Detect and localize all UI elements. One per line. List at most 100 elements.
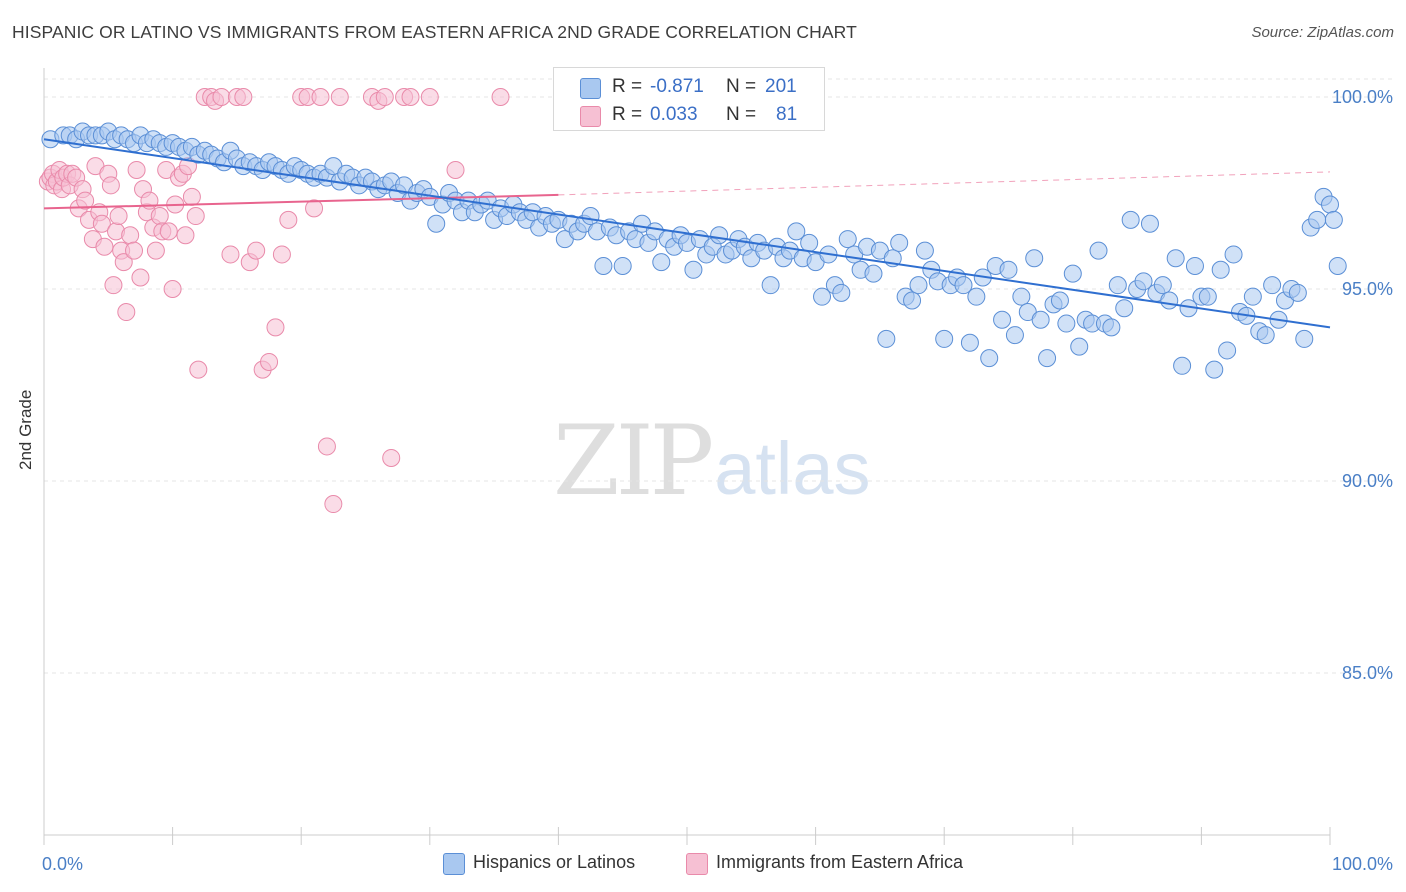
- data-point-hispanic: [935, 329, 954, 348]
- data-point-hispanic: [1121, 210, 1140, 229]
- data-point-eastern-africa: [92, 214, 111, 233]
- data-point-eastern-africa: [234, 88, 253, 106]
- trend-line-eastern-africa: [43, 193, 559, 210]
- data-point-eastern-africa: [121, 226, 140, 245]
- data-point-hispanic: [1295, 329, 1314, 348]
- tick-labels: 100.0% 95.0% 90.0% 85.0% 0.0% 100.0%: [42, 87, 1393, 874]
- data-point-eastern-africa: [176, 226, 195, 245]
- data-point-eastern-africa: [317, 437, 336, 456]
- legend: Hispanics or Latinos Immigrants from Eas…: [0, 852, 1406, 878]
- data-point-hispanic: [1108, 276, 1127, 295]
- data-point-eastern-africa: [146, 241, 165, 260]
- data-point-eastern-africa: [375, 88, 394, 106]
- data-point-hispanic: [1205, 360, 1224, 379]
- legend-label-hispanic: Hispanics or Latinos: [473, 852, 636, 872]
- data-point-hispanic: [903, 291, 922, 310]
- data-point-hispanic: [1218, 341, 1237, 360]
- data-point-hispanic: [1160, 291, 1179, 310]
- data-point-hispanic: [1115, 299, 1134, 318]
- data-point-hispanic: [967, 287, 986, 306]
- y-tick-label: 85.0%: [1342, 663, 1393, 683]
- legend-swatch-hispanic: [443, 853, 465, 875]
- data-point-hispanic: [594, 256, 613, 275]
- data-point-hispanic: [684, 260, 703, 279]
- data-point-hispanic: [1140, 214, 1159, 233]
- data-point-hispanic: [1025, 249, 1044, 268]
- stats-box: R = -0.871 N = 201 R = 0.033 N = 81: [553, 67, 825, 131]
- data-point-hispanic: [1263, 276, 1282, 295]
- stats-r-value: 0.033: [650, 104, 698, 125]
- stats-n-label: N =: [726, 104, 757, 125]
- stats-r-label: R =: [612, 76, 643, 97]
- data-point-eastern-africa: [186, 207, 205, 226]
- data-point-hispanic: [1166, 249, 1185, 268]
- data-point-hispanic: [1153, 276, 1172, 295]
- data-point-hispanic: [954, 276, 973, 295]
- x-tick-label: 100.0%: [1332, 854, 1393, 874]
- data-point-eastern-africa: [279, 210, 298, 229]
- data-point-eastern-africa: [382, 448, 401, 467]
- data-point-hispanic: [1089, 241, 1108, 260]
- data-point-eastern-africa: [272, 245, 291, 264]
- data-point-eastern-africa: [247, 241, 266, 260]
- data-point-hispanic: [613, 256, 632, 275]
- data-point-hispanic: [960, 333, 979, 352]
- series-hispanic-points: [41, 122, 1347, 379]
- data-point-eastern-africa: [109, 207, 128, 226]
- data-point-eastern-africa: [182, 187, 201, 206]
- data-point-hispanic: [800, 233, 819, 252]
- data-point-eastern-africa: [76, 191, 95, 210]
- data-point-hispanic: [838, 230, 857, 249]
- data-point-hispanic: [999, 260, 1018, 279]
- data-point-eastern-africa: [305, 199, 324, 218]
- watermark: ZIPatlas: [553, 405, 871, 517]
- source-credit: Source: ZipAtlas.com: [1251, 24, 1394, 41]
- data-point-hispanic: [1243, 287, 1262, 306]
- data-point-eastern-africa: [95, 237, 114, 256]
- data-point-hispanic: [813, 287, 832, 306]
- data-point-hispanic: [1102, 318, 1121, 337]
- data-point-hispanic: [581, 207, 600, 226]
- data-point-hispanic: [1070, 337, 1089, 356]
- trend-line-eastern-africa-extension: [558, 171, 1331, 196]
- data-point-hispanic: [1031, 310, 1050, 329]
- data-point-eastern-africa: [491, 88, 510, 106]
- watermark-atlas: atlas: [714, 427, 871, 510]
- data-point-eastern-africa: [266, 318, 285, 337]
- data-point-eastern-africa: [104, 276, 123, 295]
- data-point-hispanic: [1321, 195, 1339, 214]
- series-eastern-africa-points: [38, 88, 510, 514]
- data-point-eastern-africa: [159, 222, 178, 241]
- stats-swatch-hispanic: [580, 78, 601, 99]
- data-point-hispanic: [1050, 291, 1069, 310]
- trend-lines: [43, 138, 1331, 329]
- data-point-eastern-africa: [125, 241, 144, 260]
- data-point-eastern-africa: [114, 253, 133, 272]
- data-point-hispanic: [864, 264, 883, 283]
- x-tick-label: 0.0%: [42, 854, 83, 874]
- data-point-hispanic: [1134, 272, 1153, 291]
- data-point-hispanic: [980, 349, 999, 368]
- y-tick-label: 100.0%: [1332, 87, 1393, 107]
- data-point-eastern-africa: [117, 303, 136, 322]
- trend-line-hispanic: [43, 138, 1331, 329]
- legend-swatch-eastern-africa: [686, 853, 708, 875]
- stats-swatch-eastern-africa: [580, 106, 601, 127]
- stats-n-value: 201: [765, 76, 797, 97]
- data-point-hispanic: [1057, 314, 1076, 333]
- data-point-hispanic: [877, 329, 896, 348]
- data-point-hispanic: [710, 226, 729, 245]
- data-point-hispanic: [1224, 245, 1243, 264]
- data-point-eastern-africa: [330, 88, 349, 106]
- data-point-hispanic: [1038, 349, 1057, 368]
- stats-r-label: R =: [612, 104, 643, 125]
- data-point-eastern-africa: [127, 160, 146, 179]
- data-point-eastern-africa: [101, 176, 120, 195]
- y-tick-label: 90.0%: [1342, 471, 1393, 491]
- stats-r-value: -0.871: [650, 76, 704, 97]
- data-point-hispanic: [427, 214, 446, 233]
- data-point-eastern-africa: [163, 280, 182, 298]
- data-point-hispanic: [1012, 287, 1031, 306]
- data-point-eastern-africa: [131, 268, 150, 287]
